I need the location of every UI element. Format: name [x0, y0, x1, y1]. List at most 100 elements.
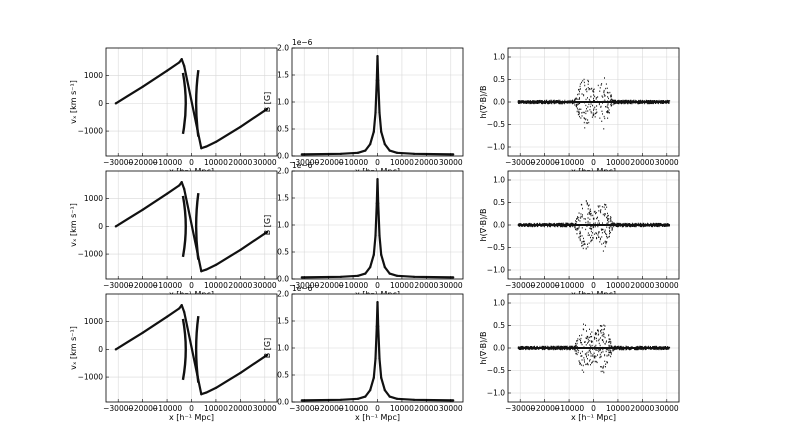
data-wing: [181, 192, 200, 260]
data-point: [214, 263, 218, 266]
y-tick-label: −0.5: [487, 243, 505, 252]
data-point: [377, 202, 380, 205]
data-point: [380, 253, 383, 256]
data-point: [178, 61, 181, 64]
data-point: [205, 145, 208, 148]
x-tick-label: −10000: [554, 404, 584, 413]
x-tick-label: −20000: [314, 158, 344, 167]
x-tick-label: 20000: [228, 158, 252, 167]
data-point: [383, 389, 386, 392]
data-point: [239, 248, 242, 252]
y-tick-label: 0.5: [277, 248, 289, 257]
y-tick-label: −0.5: [487, 366, 505, 375]
y-tick-label: 0.0: [277, 398, 289, 407]
chart-panel-row3-col2: −30000−20000−10000 0 10000 20000 300000.00.5…: [263, 284, 464, 422]
data-point: [300, 153, 303, 156]
x-tick-label: 0: [189, 404, 194, 413]
y-tick-label: 1.0: [493, 299, 505, 308]
x-tick-label: 20000: [414, 281, 438, 290]
x-tick-label: −10000: [554, 158, 584, 167]
data-point: [183, 64, 186, 68]
x-tick-label: −30000: [103, 404, 133, 413]
y-tick-label: 0: [98, 345, 103, 354]
x-tick-label: −20000: [128, 281, 158, 290]
x-tick-label: −30000: [505, 404, 535, 413]
x-tick-label: 30000: [655, 404, 679, 413]
data-point: [376, 178, 379, 181]
x-tick-label: −20000: [128, 404, 158, 413]
x-tick-label: 10000: [204, 404, 228, 413]
data-point: [200, 393, 203, 396]
data-point: [372, 130, 375, 133]
data-point: [383, 143, 386, 146]
axis-offset-label: 1e−6: [292, 284, 313, 293]
data-point: [178, 184, 181, 187]
data-point: [200, 270, 203, 273]
data-point: [356, 397, 360, 400]
data-point: [372, 253, 375, 256]
x-tick-label: −30000: [505, 281, 535, 290]
y-tick-label: 1.5: [277, 317, 289, 326]
y-tick-label: 1.0: [493, 53, 505, 62]
y-tick-label: −1000: [78, 373, 104, 382]
x-tick-label: −20000: [314, 404, 344, 413]
x-tick-label: −30000: [289, 158, 319, 167]
x-tick-label: 30000: [655, 281, 679, 290]
data-point: [165, 192, 169, 195]
data-point: [372, 376, 375, 379]
x-tick-label: −20000: [530, 158, 560, 167]
data-point: [377, 79, 380, 82]
y-tick-label: 0.0: [277, 275, 289, 284]
y-axis-label: h(∇·B)/B: [479, 209, 488, 242]
x-tick-label: 10000: [390, 158, 414, 167]
data-point: [376, 55, 379, 58]
chart-panel-row2-col2: −30000−20000−10000 0 10000 20000 300000.00.5…: [263, 161, 464, 299]
data-point: [369, 389, 372, 392]
data-point: [380, 376, 383, 379]
data-point: [114, 225, 117, 228]
y-tick-label: 0.5: [277, 125, 289, 134]
x-tick-label: 30000: [439, 404, 463, 413]
chart-panel-row3-col1: −30000−20000−10000 0 10000 20000 30000−10000…: [69, 293, 278, 422]
data-point: [356, 274, 360, 277]
x-axis-label: x [h⁻¹ Mpc]: [355, 413, 400, 422]
x-tick-label: 0: [591, 158, 596, 167]
x-tick-label: 30000: [655, 158, 679, 167]
data-point: [214, 386, 218, 389]
y-tick-label: 1.5: [277, 194, 289, 203]
axis-offset-label: 1e−6: [292, 161, 313, 170]
y-tick-label: 0: [98, 99, 103, 108]
x-axis-label: x [h⁻¹ Mpc]: [571, 413, 616, 422]
data-point: [180, 180, 183, 184]
data-point: [452, 276, 455, 279]
y-tick-label: 0.0: [493, 98, 505, 107]
y-tick-label: 0.5: [493, 75, 505, 84]
x-tick-label: 20000: [228, 404, 252, 413]
data-point: [388, 272, 391, 275]
data-point: [141, 331, 144, 334]
x-tick-label: 0: [375, 158, 380, 167]
x-tick-label: 10000: [390, 281, 414, 290]
x-tick-label: 10000: [204, 281, 228, 290]
y-tick-label: 2.0: [277, 44, 289, 53]
y-tick-label: 0.5: [277, 371, 289, 380]
y-axis-label: vₓ [km s⁻¹]: [69, 326, 78, 370]
data-point: [380, 130, 383, 133]
data-point: [378, 111, 381, 114]
data-point: [395, 151, 399, 154]
x-tick-label: 0: [189, 281, 194, 290]
x-tick-label: 10000: [390, 404, 414, 413]
y-tick-label: 2.0: [277, 290, 289, 299]
data-wing: [181, 69, 200, 137]
data-point: [395, 397, 399, 400]
chart-panel-row2-col1: −30000−20000−10000 0 10000 20000 30000−10000…: [69, 170, 278, 299]
x-tick-label: 10000: [606, 404, 630, 413]
data-point: [178, 307, 181, 310]
chart-panel-row1-col1: −30000−20000−10000 0 10000 20000 30000−10000…: [69, 47, 278, 176]
chart-panel-row1-col2: −30000−20000−10000 0 10000 20000 30000 0.0 0.5…: [263, 38, 464, 176]
x-tick-label: −20000: [530, 281, 560, 290]
data-point: [300, 399, 303, 402]
data-point: [452, 399, 455, 402]
data-point: [339, 275, 342, 278]
data-point: [413, 152, 416, 155]
